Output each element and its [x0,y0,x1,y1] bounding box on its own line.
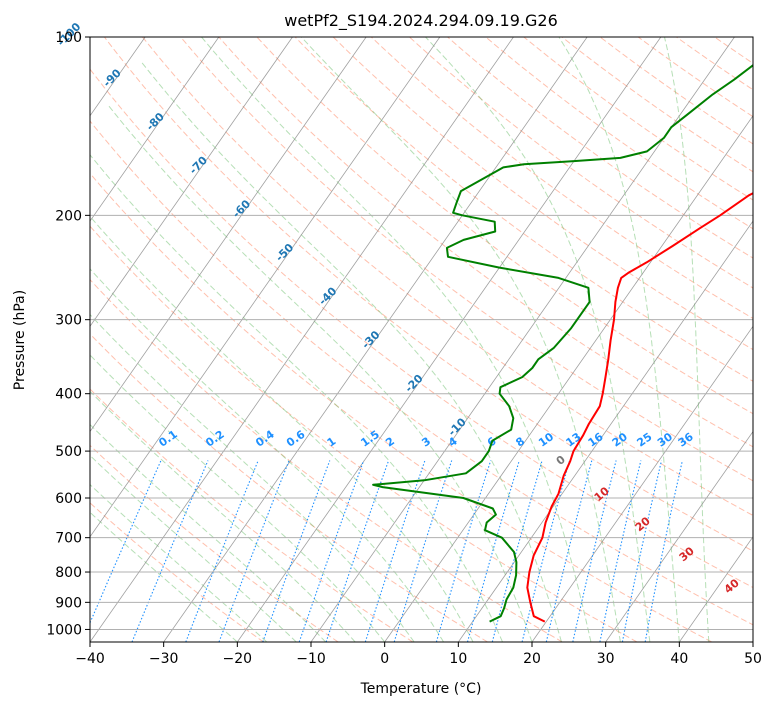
dry-adiabat-line [370,37,753,319]
dry-adiabat-line [142,37,753,517]
x-tick-label: 50 [744,651,762,667]
dry-adiabat-line [90,278,563,642]
x-tick-label: 0 [380,651,389,667]
x-axis-label: Temperature (°C) [360,681,482,697]
y-tick-label: 600 [55,491,82,507]
mixing-ratio-line [364,460,426,642]
moist-adiabat-line [90,313,415,642]
y-tick-label: 1000 [46,622,82,638]
y-tick-label: 500 [55,444,82,460]
x-tick-label: 30 [597,651,615,667]
isotherm-line [679,536,753,642]
moist-adiabat-line [107,104,533,642]
isotherm-line [531,325,753,642]
mixing-ratio-line [218,460,290,642]
isotherm-line [90,37,441,538]
x-tick-label: −10 [296,651,326,667]
mixing-ratio-line [262,460,331,642]
moist-adiabat-line [90,268,445,642]
mixing-ratio-line [393,460,453,642]
temperature-profile-line [526,192,753,623]
dry-adiabat-line [294,37,753,382]
moist-adiabat-line [140,61,562,642]
dry-adiabat-line [599,37,753,145]
y-axis-label: Pressure (hPa) [12,290,28,390]
mixing-ratio-line [644,460,683,642]
plot-frame [89,36,754,643]
moist-adiabat-line [90,423,327,642]
mixing-ratio-line [131,460,209,642]
y-axis: 100 200 300 400 500 600 700 800 900 1000 [46,30,90,638]
isotherm-line [605,430,753,642]
moist-adiabat-line [300,37,621,642]
pressure-grid [90,37,753,630]
dry-adiabat-line [256,37,753,415]
dry-adiabat-line [485,37,753,230]
y-tick-label: 100 [55,30,82,46]
y-tick-label: 900 [55,595,82,611]
x-tick-label: −30 [149,651,179,667]
x-tick-label: −40 [75,651,105,667]
isotherm-line [90,37,367,433]
moist-adiabat-line [558,37,680,642]
dewpoint-profile-line [372,63,753,623]
dry-adiabat-line [104,37,753,552]
x-tick-label: 10 [449,651,467,667]
x-tick-label: 20 [523,651,541,667]
mixing-ratio-line [185,460,259,642]
moist-adiabat-line [425,37,651,642]
isotherm-line [90,37,220,222]
dry-adiabat-line [561,37,753,173]
isotherm-line [458,220,753,642]
moist-adiabat-line [90,483,268,642]
isotherm-line [163,37,588,642]
isotherm-line [90,37,293,327]
x-tick-label: −20 [223,651,253,667]
chart-title: wetPf2_S194.2024.294.09.19.G26 [284,11,558,31]
isotherm-line [384,115,753,642]
isotherm-line [237,37,662,642]
moist-adiabat-line [90,354,386,642]
moist-adiabat-line [90,390,356,642]
mixing-ratio-line [435,460,492,642]
dry-adiabat-line [332,37,753,351]
x-tick-label: 40 [670,651,688,667]
mixing-ratio-line [599,460,642,642]
moist-adiabat-line [90,511,238,642]
dry-adiabat-line [447,37,753,259]
dry-adiabat-line [90,120,753,626]
dry-adiabat-line [90,502,264,642]
moist-adiabat-line [664,37,710,642]
dry-adiabat-line [90,68,753,589]
moist-adiabat-line [201,37,592,642]
y-tick-label: 700 [55,531,82,547]
profiles [372,63,753,623]
mixing-ratio-line [325,460,390,642]
x-axis: −40 −30 −20 −10 0 10 20 30 40 50 [75,642,762,667]
y-tick-label: 200 [55,208,82,224]
mixing-ratio-line [90,460,162,625]
dry-adiabat-line [90,333,488,642]
mixing-ratio-line [572,460,617,642]
y-tick-label: 300 [55,313,82,329]
dry-adiabat-line [409,37,753,289]
dry-adiabat-line [218,37,753,448]
isotherm-line [90,37,514,642]
y-tick-label: 800 [55,565,82,581]
mixing-ratio-line [621,460,663,642]
y-tick-label: 400 [55,387,82,403]
mixing-ratio-line [298,460,365,642]
